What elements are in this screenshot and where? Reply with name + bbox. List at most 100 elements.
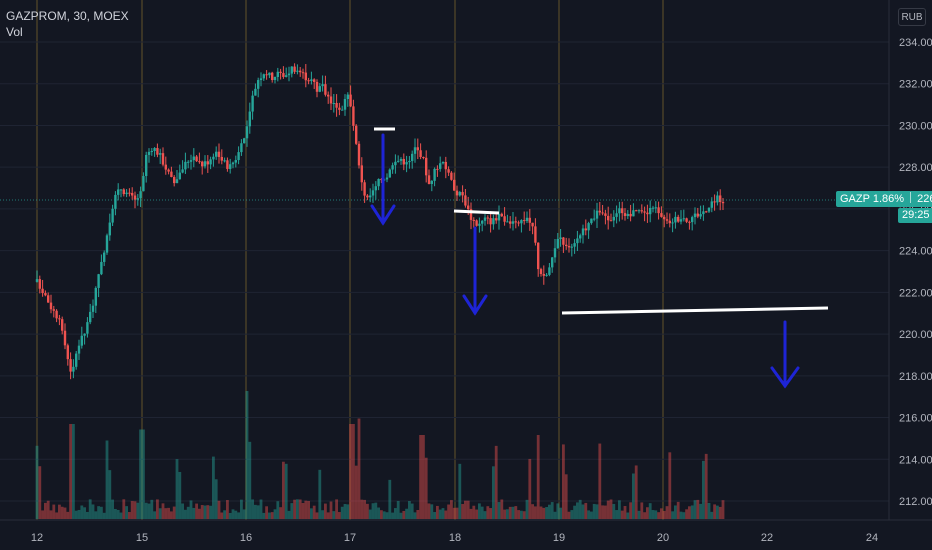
candle-body bbox=[240, 143, 243, 153]
volume-bar bbox=[592, 503, 596, 519]
symbol-title[interactable]: GAZPROM, 30, MOEX bbox=[6, 9, 129, 23]
volume-bar bbox=[416, 509, 420, 519]
volume-bar bbox=[175, 459, 179, 519]
volume-bar bbox=[338, 512, 341, 519]
candle-body bbox=[705, 211, 708, 213]
time-tick-label: 16 bbox=[240, 532, 252, 544]
candle-body bbox=[374, 186, 377, 191]
volume-bar bbox=[500, 499, 504, 519]
candle-body bbox=[408, 160, 411, 163]
volume-bar bbox=[161, 503, 165, 519]
volume-bar bbox=[696, 499, 700, 519]
candle-body bbox=[237, 152, 240, 161]
down-arrow-icon[interactable] bbox=[770, 320, 800, 389]
candle-body bbox=[402, 158, 405, 165]
volume-bar bbox=[44, 502, 47, 519]
candle-body bbox=[377, 178, 380, 187]
volume-bar bbox=[97, 506, 100, 519]
volume-bar bbox=[108, 470, 112, 519]
candle-body bbox=[86, 322, 89, 334]
candle-body bbox=[665, 219, 669, 221]
volume-bar bbox=[436, 505, 439, 519]
candle-body bbox=[649, 207, 652, 215]
candle-body bbox=[500, 213, 503, 217]
volume-bar bbox=[536, 435, 540, 519]
candle-body bbox=[461, 192, 464, 196]
currency-label[interactable]: RUB bbox=[898, 8, 926, 26]
support-line-3[interactable] bbox=[561, 306, 829, 315]
volume-bar bbox=[618, 500, 621, 519]
candle-body bbox=[570, 246, 573, 248]
volume-bar bbox=[427, 503, 431, 519]
candle-body bbox=[411, 153, 414, 161]
volume-bar bbox=[517, 510, 520, 519]
candle-body bbox=[565, 244, 568, 247]
volume-bar bbox=[366, 503, 369, 519]
candle-body bbox=[349, 94, 352, 107]
volume-bar bbox=[245, 391, 249, 519]
volume-bar bbox=[172, 506, 176, 519]
candle-body bbox=[453, 179, 456, 191]
volume-bar bbox=[189, 500, 193, 519]
volume-bar bbox=[360, 499, 364, 519]
candle-body bbox=[385, 177, 389, 180]
candle-body bbox=[341, 109, 344, 111]
price-axis[interactable]: 234.00232.00230.00228.00226.00224.00222.… bbox=[899, 37, 932, 508]
volume-bar bbox=[643, 512, 646, 519]
candle-body bbox=[629, 213, 632, 217]
volume-bar bbox=[475, 509, 478, 519]
candle-body bbox=[52, 309, 55, 311]
candle-body bbox=[436, 168, 439, 170]
candle-body bbox=[91, 305, 95, 312]
candle-body bbox=[444, 161, 447, 170]
candle-body bbox=[371, 190, 375, 196]
volume-bar bbox=[181, 503, 184, 519]
down-arrow-icon[interactable] bbox=[370, 133, 396, 226]
candle-body bbox=[660, 213, 663, 217]
candle-body bbox=[184, 161, 187, 170]
support-line-2[interactable] bbox=[453, 209, 500, 215]
candle-body bbox=[702, 211, 705, 215]
volume-bar bbox=[503, 509, 506, 519]
volume-bar bbox=[478, 503, 481, 519]
candle-body bbox=[545, 274, 548, 276]
volume-bar bbox=[489, 508, 492, 519]
time-tick-label: 15 bbox=[136, 532, 148, 544]
volume-bar bbox=[578, 499, 582, 519]
candle-body bbox=[296, 70, 299, 72]
user-drawings[interactable] bbox=[370, 127, 829, 389]
time-axis[interactable]: 12 15 16 17 18 19 20 22 24 bbox=[31, 532, 878, 544]
volume-bar bbox=[620, 510, 624, 519]
volume-bar bbox=[91, 504, 95, 519]
volume-bar bbox=[368, 509, 372, 519]
volume-bar bbox=[466, 500, 470, 519]
candle-body bbox=[506, 221, 509, 223]
candle-body bbox=[584, 228, 587, 231]
volume-bar bbox=[422, 435, 425, 519]
volume-bar bbox=[646, 507, 649, 519]
candle-body bbox=[514, 221, 517, 223]
volume-bar bbox=[511, 506, 515, 519]
price-tick-label: 234.00 bbox=[899, 37, 932, 49]
volume-label[interactable]: Vol bbox=[6, 25, 23, 39]
volume-bar bbox=[63, 507, 67, 519]
candle-body bbox=[215, 151, 218, 157]
candle-body bbox=[548, 267, 551, 275]
volume-bar bbox=[363, 499, 366, 519]
candle-body bbox=[427, 175, 431, 184]
volume-bar bbox=[343, 503, 347, 519]
volume-bar bbox=[408, 501, 411, 519]
chart-legend: GAZPROM, 30, MOEX Vol bbox=[6, 8, 129, 40]
candle-body bbox=[691, 217, 694, 223]
candle-body bbox=[643, 211, 646, 213]
candle-body bbox=[604, 213, 607, 216]
time-tick-label: 19 bbox=[553, 532, 565, 544]
volume-bar bbox=[298, 499, 302, 519]
candle-body bbox=[478, 223, 481, 226]
volume-bar bbox=[198, 508, 201, 519]
down-arrow-icon[interactable] bbox=[462, 226, 488, 316]
volume-bar bbox=[598, 443, 602, 519]
candle-body bbox=[581, 228, 585, 236]
volume-bar bbox=[648, 503, 652, 519]
